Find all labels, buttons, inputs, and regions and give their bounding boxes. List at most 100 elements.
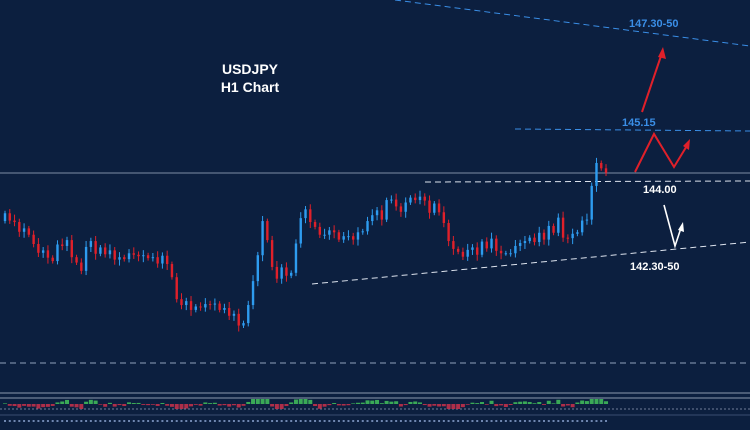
target-arrow-red xyxy=(641,52,663,113)
oscillator-bar xyxy=(222,404,227,406)
candle-body xyxy=(385,200,388,220)
candle-body xyxy=(404,202,407,212)
candle-body xyxy=(547,225,550,240)
oscillator-bar xyxy=(332,403,337,404)
candle-body xyxy=(533,237,536,243)
indicator-dot xyxy=(371,420,374,422)
candle-body xyxy=(189,301,193,310)
indicator-dot xyxy=(547,420,550,422)
indicator-dot xyxy=(247,420,250,422)
indicator-dot xyxy=(170,420,173,422)
indicator-dot xyxy=(438,420,441,422)
candle-body xyxy=(185,301,188,306)
indicator-dot xyxy=(519,420,522,422)
oscillator-bar xyxy=(203,402,208,404)
oscillator-bar xyxy=(456,404,461,409)
level-145-15-line xyxy=(514,128,750,132)
indicator-dot xyxy=(538,420,541,422)
candle-body xyxy=(170,264,174,278)
candle-body xyxy=(51,257,54,262)
candle-body xyxy=(70,240,73,258)
indicator-dot xyxy=(151,420,154,422)
oscillator-bar xyxy=(394,401,399,404)
oscillator-bar xyxy=(580,400,585,404)
indicator-dot xyxy=(290,420,293,422)
oscillator-bar xyxy=(208,403,213,404)
oscillator-histogram xyxy=(3,399,609,409)
candle-body xyxy=(132,253,135,255)
indicator-dot xyxy=(404,420,407,422)
candle-body xyxy=(285,267,288,276)
oscillator-bar xyxy=(189,404,194,407)
indicator-dot xyxy=(571,420,574,422)
oscillator-bar xyxy=(360,402,365,404)
oscillator-bar xyxy=(561,404,566,407)
oscillator-bar xyxy=(69,404,74,407)
indicator-dot xyxy=(562,420,565,422)
indicator-dot xyxy=(309,420,312,422)
oscillator-bar xyxy=(475,403,480,404)
indicator-dot xyxy=(99,420,102,422)
oscillator-bar xyxy=(31,404,36,407)
indicator-dot xyxy=(118,420,121,422)
oscillator-bar xyxy=(174,404,179,409)
candle-body xyxy=(56,244,59,262)
oscillator-bar xyxy=(303,399,308,404)
indicator-dot xyxy=(147,420,150,422)
indicator-dot xyxy=(418,420,421,422)
oscillator-bar xyxy=(141,404,146,405)
oscillator-bar xyxy=(150,404,155,405)
indicator-dot xyxy=(194,420,197,422)
indicator-dot xyxy=(85,420,88,422)
oscillator-bar xyxy=(260,399,265,404)
indicator-dot xyxy=(166,420,169,422)
indicator-dot xyxy=(37,420,40,422)
oscillator-bar xyxy=(441,404,446,407)
oscillator-bar xyxy=(160,403,165,404)
indicator-dot xyxy=(581,420,584,422)
indicator-dot xyxy=(399,420,402,422)
candle-body xyxy=(538,232,541,243)
candle-body xyxy=(585,219,589,221)
candle-body xyxy=(380,210,384,220)
candlestick-series xyxy=(3,157,608,332)
indicator-dot xyxy=(476,420,479,422)
indicator-dot xyxy=(414,420,417,422)
candle-body xyxy=(146,255,150,259)
chart-title: USDJPY xyxy=(222,61,279,77)
indicator-dot xyxy=(94,420,97,422)
oscillator-bar xyxy=(193,404,198,405)
candle-body xyxy=(437,203,441,213)
oscillator-bar xyxy=(255,399,260,404)
candle-body xyxy=(394,199,398,207)
indicator-dot xyxy=(104,420,107,422)
indicator-dot xyxy=(557,420,560,422)
candle-body xyxy=(208,304,212,306)
oscillator-bar xyxy=(88,399,93,404)
indicator-dot xyxy=(199,420,202,422)
oscillator-bar xyxy=(365,400,370,404)
candle-body xyxy=(523,241,527,244)
indicator-dot xyxy=(485,420,488,422)
oscillator-bar xyxy=(546,400,551,404)
candle-body xyxy=(8,213,11,221)
oscillator-bar xyxy=(589,399,594,404)
indicator-dot xyxy=(423,420,426,422)
indicator-dot xyxy=(457,420,460,422)
candle-body xyxy=(118,257,121,260)
oscillator-bar xyxy=(155,404,160,406)
indicator-dot xyxy=(552,420,555,422)
candle-body xyxy=(518,243,522,246)
candle-body xyxy=(180,299,183,306)
indicator-dot xyxy=(433,420,436,422)
candle-body xyxy=(223,307,226,310)
oscillator-bar xyxy=(317,404,322,409)
indicator-dot xyxy=(318,420,321,422)
indicator-dot xyxy=(46,420,49,422)
candle-body xyxy=(332,230,336,233)
indicator-dot xyxy=(366,420,369,422)
oscillator-bar xyxy=(79,404,84,409)
oscillator-bar xyxy=(398,404,403,407)
oscillator-bar xyxy=(527,402,532,404)
